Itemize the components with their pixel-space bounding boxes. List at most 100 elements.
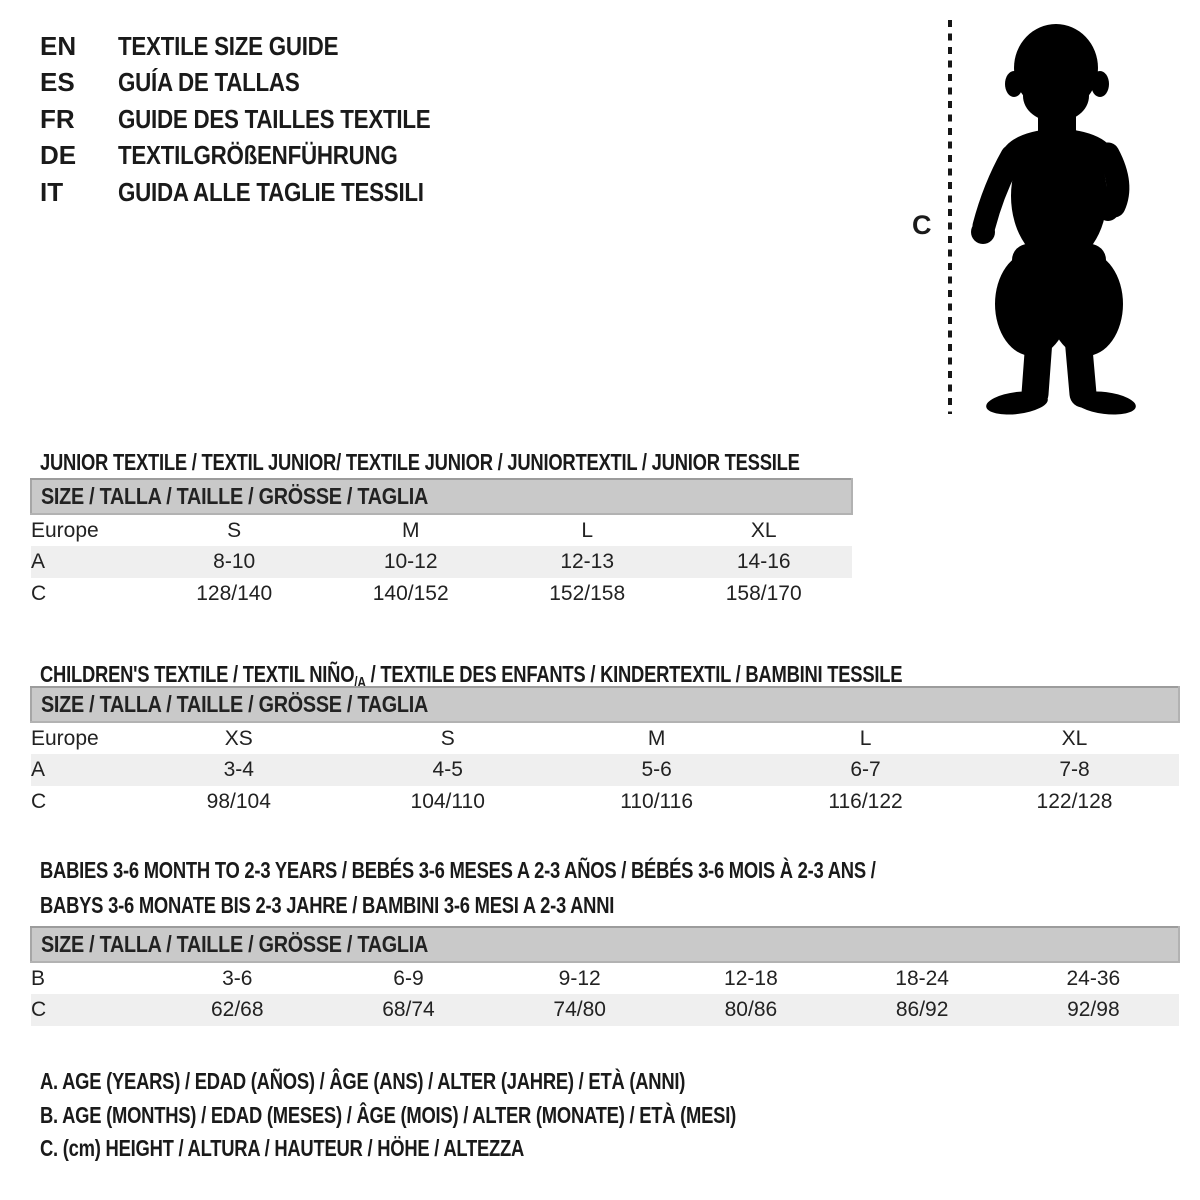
children-height-row: C 98/104 104/110 110/116 116/122 122/128 <box>31 786 1179 818</box>
size-header-text: SIZE / TALLA / TAILLE / GRÖSSE / TAGLIA <box>41 483 428 509</box>
col-header-l: L <box>581 518 594 542</box>
size-header-text: SIZE / TALLA / TAILLE / GRÖSSE / TAGLIA <box>41 691 428 717</box>
children-title-sub: /A <box>354 674 366 692</box>
guide-title-de: TEXTILGRÖßENFÜHRUNG <box>118 140 398 171</box>
legend-line-a-text: A. AGE (YEARS) / EDAD (AÑOS) / ÂGE (ANS)… <box>40 1068 686 1094</box>
junior-age-row: A 8-10 10-12 12-13 14-16 <box>31 546 852 578</box>
height-measure-dashed-line <box>948 20 952 414</box>
height-value: 80/86 <box>724 998 778 1021</box>
row-label-a: A <box>31 550 46 573</box>
lang-code: EN <box>40 30 77 61</box>
lang-row-it: IT GUIDA ALLE TAGLIE TESSILI <box>40 174 481 211</box>
children-europe-row: Europe XS S M L XL <box>31 722 1179 754</box>
children-age-row: A 3-4 4-5 5-6 6-7 7-8 <box>31 754 1179 786</box>
months-value: 24-36 <box>1066 966 1121 990</box>
months-value: 12-18 <box>724 966 778 990</box>
legend-line-b: B. AGE (MONTHS) / EDAD (MESES) / ÂGE (MO… <box>40 1102 910 1136</box>
col-header-m: M <box>647 726 666 750</box>
height-value: 98/104 <box>206 790 271 813</box>
babies-title-line1-text: BABIES 3-6 MONTH TO 2-3 YEARS / BEBÉS 3-… <box>40 857 876 884</box>
measure-label-c: C <box>912 210 932 240</box>
col-header-s: S <box>227 518 242 542</box>
age-value: 6-7 <box>850 758 881 781</box>
legend-line-a: A. AGE (YEARS) / EDAD (AÑOS) / ÂGE (ANS)… <box>40 1068 910 1102</box>
babies-height-row: C 62/68 68/74 74/80 80/86 86/92 92/98 <box>31 994 1179 1026</box>
height-value: 128/140 <box>196 582 273 605</box>
age-value: 7-8 <box>1059 758 1090 781</box>
children-section-title-text: CHILDREN'S TEXTILE / TEXTIL NIÑO/A / TEX… <box>40 661 903 692</box>
row-label-c: C <box>31 582 47 605</box>
row-label-b: B <box>31 966 46 990</box>
junior-section-title: JUNIOR TEXTILE / TEXTIL JUNIOR/ TEXTILE … <box>40 449 990 476</box>
height-value: 158/170 <box>725 582 802 605</box>
babies-section-title-line1: BABIES 3-6 MONTH TO 2-3 YEARS / BEBÉS 3-… <box>40 857 1085 884</box>
lang-code: DE <box>40 140 77 171</box>
babies-months-row: B 3-6 6-9 9-12 12-18 18-24 24-36 <box>31 962 1179 994</box>
guide-title-en: TEXTILE SIZE GUIDE <box>118 30 339 61</box>
junior-height-row: C 128/140 140/152 152/158 158/170 <box>31 578 852 610</box>
babies-size-header-row: SIZE / TALLA / TAILLE / GRÖSSE / TAGLIA <box>30 926 1180 963</box>
junior-europe-row: Europe S M L XL <box>31 514 852 546</box>
months-value: 18-24 <box>895 966 949 990</box>
row-label-a: A <box>31 758 46 781</box>
height-value: 74/80 <box>553 998 606 1021</box>
baby-silhouette-shape <box>971 24 1136 415</box>
legend-line-c-text: C. (cm) HEIGHT / ALTURA / HAUTEUR / HÖHE… <box>40 1135 525 1161</box>
height-value: 104/110 <box>410 790 485 813</box>
height-value: 62/68 <box>210 998 264 1021</box>
age-value: 4-5 <box>432 758 463 781</box>
children-section-title: CHILDREN'S TEXTILE / TEXTIL NIÑO/A / TEX… <box>40 661 1118 691</box>
row-label-europe: Europe <box>31 518 99 542</box>
height-value: 92/98 <box>1067 998 1120 1021</box>
lang-row-de: DE TEXTILGRÖßENFÜHRUNG <box>40 138 481 175</box>
junior-size-table: SIZE / TALLA / TAILLE / GRÖSSE / TAGLIA … <box>30 478 853 610</box>
age-value: 12-13 <box>560 550 615 573</box>
height-figure: C <box>900 14 1160 418</box>
lang-code: ES <box>40 67 75 98</box>
age-value: 10-12 <box>383 550 438 573</box>
size-header-cell: SIZE / TALLA / TAILLE / GRÖSSE / TAGLIA <box>30 926 1180 963</box>
lang-row-en: EN TEXTILE SIZE GUIDE <box>40 28 481 65</box>
size-header-cell: SIZE / TALLA / TAILLE / GRÖSSE / TAGLIA <box>30 478 853 515</box>
lang-code: FR <box>40 103 75 134</box>
children-size-header-row: SIZE / TALLA / TAILLE / GRÖSSE / TAGLIA <box>30 686 1180 723</box>
height-value: 68/74 <box>382 998 435 1021</box>
babies-size-table: SIZE / TALLA / TAILLE / GRÖSSE / TAGLIA … <box>30 926 1180 1026</box>
lang-code: IT <box>40 176 64 207</box>
months-value: 6-9 <box>393 966 424 990</box>
col-header-s: S <box>440 726 455 750</box>
age-value: 3-4 <box>223 758 254 781</box>
col-header-l: L <box>859 726 872 750</box>
size-header-cell: SIZE / TALLA / TAILLE / GRÖSSE / TAGLIA <box>30 686 1180 723</box>
children-size-table: SIZE / TALLA / TAILLE / GRÖSSE / TAGLIA … <box>30 686 1180 818</box>
row-label-c: C <box>31 998 47 1021</box>
age-value: 5-6 <box>641 758 672 781</box>
guide-title-es: GUÍA DE TALLAS <box>118 67 300 98</box>
age-value: 8-10 <box>213 550 256 573</box>
height-value: 140/152 <box>372 582 449 605</box>
col-header-m: M <box>401 518 420 542</box>
col-header-xl: XL <box>750 518 777 542</box>
guide-title-fr: GUIDE DES TAILLES TEXTILE <box>118 103 431 134</box>
babies-section-title-line2: BABYS 3-6 MONATE BIS 2-3 JAHRE / BAMBINI… <box>40 892 758 919</box>
junior-section-title-text: JUNIOR TEXTILE / TEXTIL JUNIOR/ TEXTILE … <box>40 449 800 476</box>
size-header-text: SIZE / TALLA / TAILLE / GRÖSSE / TAGLIA <box>41 931 428 957</box>
age-value: 14-16 <box>736 550 791 573</box>
legend: A. AGE (YEARS) / EDAD (AÑOS) / ÂGE (ANS)… <box>40 1068 910 1169</box>
lang-row-es: ES GUÍA DE TALLAS <box>40 65 481 102</box>
children-title-post: / TEXTILE DES ENFANTS / KINDERTEXTIL / B… <box>365 661 903 688</box>
row-label-c: C <box>31 790 47 813</box>
col-header-xs: XS <box>224 726 253 750</box>
height-value: 116/122 <box>828 790 903 813</box>
baby-silhouette-icon <box>971 24 1136 415</box>
legend-line-c: C. (cm) HEIGHT / ALTURA / HAUTEUR / HÖHE… <box>40 1135 910 1169</box>
height-value: 122/128 <box>1036 790 1113 813</box>
babies-title-line2-text: BABYS 3-6 MONATE BIS 2-3 JAHRE / BAMBINI… <box>40 892 615 919</box>
col-header-xl: XL <box>1061 726 1088 750</box>
junior-size-header-row: SIZE / TALLA / TAILLE / GRÖSSE / TAGLIA <box>30 478 853 515</box>
height-value: 110/116 <box>620 790 694 813</box>
months-value: 9-12 <box>558 966 601 990</box>
guide-title-it: GUIDA ALLE TAGLIE TESSILI <box>118 176 424 207</box>
language-title-block: EN TEXTILE SIZE GUIDE ES GUÍA DE TALLAS … <box>40 28 481 211</box>
